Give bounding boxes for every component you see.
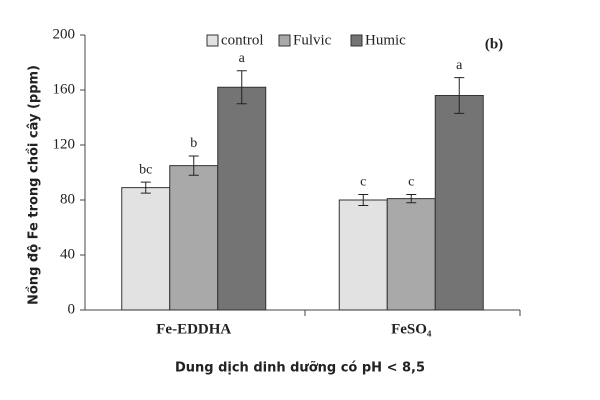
significance-letter: a [239,51,246,66]
y-tick-label: 80 [60,191,75,207]
y-tick-label: 40 [60,246,75,262]
x-axis-title: Dung dịch dinh dưỡng có pH < 8,5 [175,361,425,376]
x-tick-label: FeSO₄ [391,321,432,337]
panel-label: (b) [485,36,503,52]
bar [217,86,267,311]
y-axis-title: Nồng độ Fe trong chồi cây (ppm) [27,65,42,305]
y-tick-label: 120 [53,136,76,152]
legend-label: Humic [365,32,406,48]
significance-letter: a [456,58,463,73]
bar [169,165,219,311]
legend-label: Fulvic [293,32,332,48]
significance-letter: c [360,175,366,190]
bar [121,187,171,311]
x-tick-label: Fe-EDDHA [156,321,231,337]
legend-swatch [350,34,363,47]
significance-letter: c [408,175,414,190]
legend-label: control [221,32,264,48]
legend-swatch [206,34,219,47]
bar [434,95,484,311]
bar [338,199,388,311]
y-tick-label: 200 [53,26,76,42]
y-tick-label: 0 [68,301,76,317]
y-tick-label: 160 [53,81,76,97]
significance-letter: bc [139,162,152,177]
bar [386,198,436,311]
legend-swatch [278,34,291,47]
significance-letter: b [190,136,197,151]
